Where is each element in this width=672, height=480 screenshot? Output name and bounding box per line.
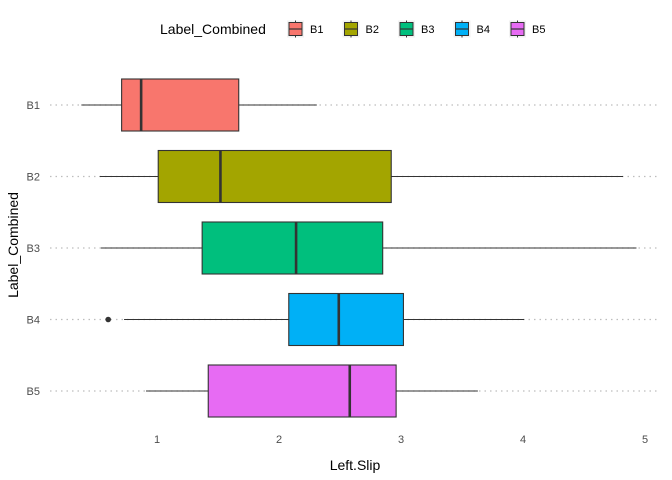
iqr-box [121, 78, 240, 132]
x-tick-label: 5 [642, 434, 648, 446]
legend: Label_Combined B1 B2 B3 B4 B5 [160, 20, 545, 38]
legend-key-b1: B1 [287, 20, 323, 38]
legend-label: B4 [477, 24, 490, 36]
iqr-box [201, 221, 384, 275]
iqr-box [288, 292, 404, 347]
outlier-point [105, 316, 111, 323]
y-tick-label: B1 [27, 100, 40, 112]
legend-key-b3: B3 [398, 20, 434, 38]
x-tick-label: 3 [398, 434, 404, 446]
box-b1 [81, 78, 317, 132]
box-b2 [99, 149, 624, 204]
y-axis: B1 B2 B3 B4 B5 [27, 100, 40, 398]
legend-key-b4: B4 [453, 20, 490, 38]
legend-key-b5: B5 [509, 20, 545, 38]
box-b5 [146, 364, 478, 418]
y-tick-label: B4 [27, 315, 40, 327]
legend-label: B1 [310, 24, 323, 36]
iqr-box [157, 149, 392, 204]
box-b4 [105, 292, 525, 347]
legend-label: B3 [421, 24, 434, 36]
x-tick-label: 2 [276, 434, 282, 446]
x-tick-label: 4 [520, 434, 526, 446]
x-axis: 1 2 3 4 5 [154, 434, 648, 446]
legend-label: B5 [532, 24, 545, 36]
boxes-layer [81, 78, 637, 418]
legend-key-b2: B2 [342, 20, 379, 38]
x-tick-label: 1 [154, 434, 160, 446]
x-axis-title: Left.Slip [330, 457, 381, 473]
legend-label: B2 [366, 24, 379, 36]
y-axis-title: Label_Combined [5, 192, 21, 298]
y-tick-label: B2 [27, 172, 40, 184]
y-tick-label: B3 [27, 243, 40, 255]
legend-title: Label_Combined [160, 21, 266, 37]
y-tick-label: B5 [27, 386, 40, 398]
iqr-box [207, 364, 397, 418]
box-b3 [100, 221, 637, 275]
